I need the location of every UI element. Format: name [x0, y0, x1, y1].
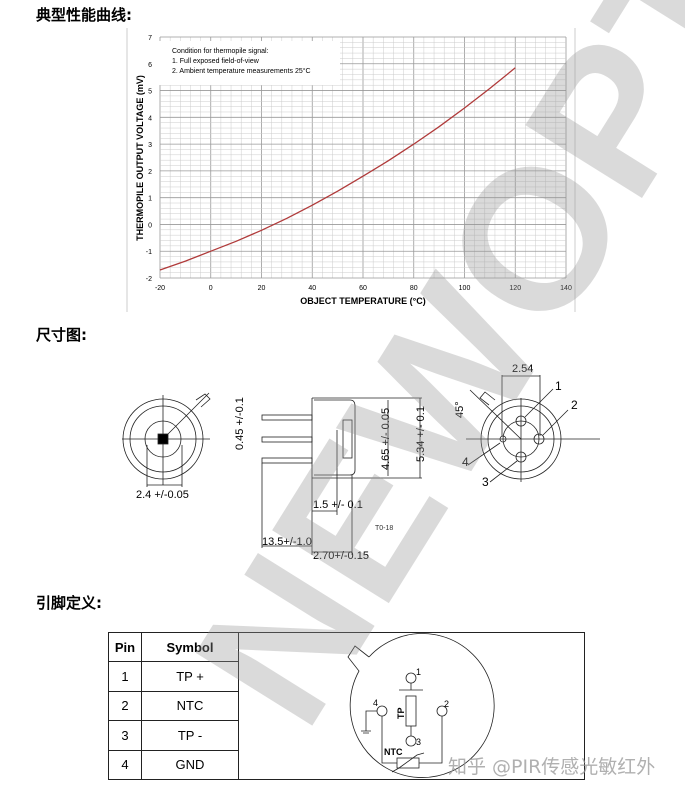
x-axis-label: OBJECT TEMPERATURE (°C)	[300, 296, 425, 306]
chart-annotation-line: Condition for thermopile signal:	[172, 48, 269, 55]
performance-chart: Condition for thermopile signal: 1. Full…	[126, 28, 576, 312]
pin-number: 3	[108, 720, 142, 751]
y-tick-label: 7	[148, 35, 152, 42]
table-row: 2 NTC	[108, 690, 585, 722]
schematic-pin-1: 1	[416, 667, 421, 677]
pin-symbol: GND	[141, 749, 239, 781]
y-tick-label: 2	[148, 169, 152, 176]
y-tick-label: 6	[148, 62, 152, 69]
dim-window: 2.4 +/-0.05	[136, 489, 189, 501]
pin-number: 1	[108, 661, 142, 692]
dim-pin-diameter: 0.45 +/-0.1	[234, 397, 246, 450]
y-tick-label: 5	[148, 89, 152, 96]
package-label: T0-18	[375, 525, 393, 532]
top-view: 2.4 +/-0.05	[122, 392, 211, 501]
heading-performance: 典型性能曲线:	[36, 6, 132, 24]
heading-dimensions: 尺寸图:	[36, 326, 87, 344]
header-symbol: Symbol	[141, 631, 239, 663]
heading-pinout: 引脚定义:	[36, 594, 102, 612]
pin-label-4: 4	[462, 455, 469, 469]
dim-flange-diameter: 5.34 +/- 0.1	[415, 406, 427, 462]
pin-symbol: TP -	[141, 720, 239, 751]
pin-number: 2	[108, 690, 142, 722]
y-tick-label: 3	[148, 142, 152, 149]
dim-lead-length: 13.5+/-1.0	[262, 536, 312, 548]
x-tick-label: 120	[509, 285, 521, 292]
pin-symbol: TP +	[141, 661, 239, 692]
x-tick-label: 80	[410, 285, 418, 292]
dim-offset: 1.5 +/- 0.1	[313, 499, 363, 511]
pin-symbol: NTC	[141, 690, 239, 722]
x-tick-label: 20	[258, 285, 266, 292]
x-tick-label: 140	[560, 285, 572, 292]
schematic-pin-2: 2	[444, 699, 449, 709]
dim-pin-pitch: 2.54	[512, 363, 533, 375]
x-tick-label: 40	[308, 285, 316, 292]
y-axis-label: THERMOPILE OUTPUT VOLTAGE (mV)	[135, 75, 145, 241]
pin-label-1: 1	[555, 379, 562, 393]
x-tick-label: 100	[459, 285, 471, 292]
dimension-drawing: 2.4 +/-0.05 0.45 +/-0.1 4.65 +/- 0.05 5.…	[122, 363, 600, 562]
x-tick-label: -20	[155, 285, 165, 292]
y-tick-label: 1	[148, 196, 152, 203]
pin-number: 4	[108, 749, 142, 781]
y-tick-label: 0	[148, 222, 152, 229]
sensor-window	[157, 433, 169, 445]
pin-label-2: 2	[571, 398, 578, 412]
y-tick-label: -1	[146, 249, 152, 256]
schematic-tp-label: TP	[396, 707, 406, 719]
footer-watermark: 知乎 @PIR传感光敏红外	[448, 756, 656, 778]
pin-label-3: 3	[482, 475, 489, 489]
y-tick-label: 4	[148, 115, 152, 122]
dim-height: 2.70+/-0.15	[313, 550, 369, 562]
chart-annotation-line: 2. Ambient temperature measurements 25°C	[172, 67, 311, 75]
series-line	[159, 67, 516, 271]
y-tick-label: -2	[146, 276, 152, 283]
pin-schematic: 1 2 3 4 TP NTC	[347, 633, 495, 778]
pin-table: Pin Symbol 1 2 3 4 TP NTC 1 TP + 2 NTC 3 TP…	[108, 631, 585, 781]
table-header-row: Pin Symbol 1 2 3 4 TP NTC	[108, 631, 585, 780]
side-view: 0.45 +/-0.1 4.65 +/- 0.05 5.34 +/- 0.1 1…	[234, 397, 427, 562]
x-tick-label: 60	[359, 285, 367, 292]
bottom-view: 2.54 45° 1 2 3 4	[454, 363, 600, 489]
header-pin: Pin	[108, 631, 142, 663]
dim-angle: 45°	[454, 401, 466, 418]
pin-schematic-cell: 1 2 3 4 TP NTC	[238, 632, 585, 780]
x-tick-label: 0	[209, 285, 213, 292]
table-row: 1 TP +	[108, 661, 585, 692]
schematic-pin-3: 3	[416, 737, 421, 747]
schematic-pin-4: 4	[373, 698, 378, 708]
chart-annotation-box	[140, 41, 340, 85]
schematic-ntc-label: NTC	[384, 747, 403, 757]
chart-annotation-line: 1. Full exposed field-of-view	[172, 58, 260, 65]
dim-cap-diameter: 4.65 +/- 0.05	[380, 408, 392, 470]
